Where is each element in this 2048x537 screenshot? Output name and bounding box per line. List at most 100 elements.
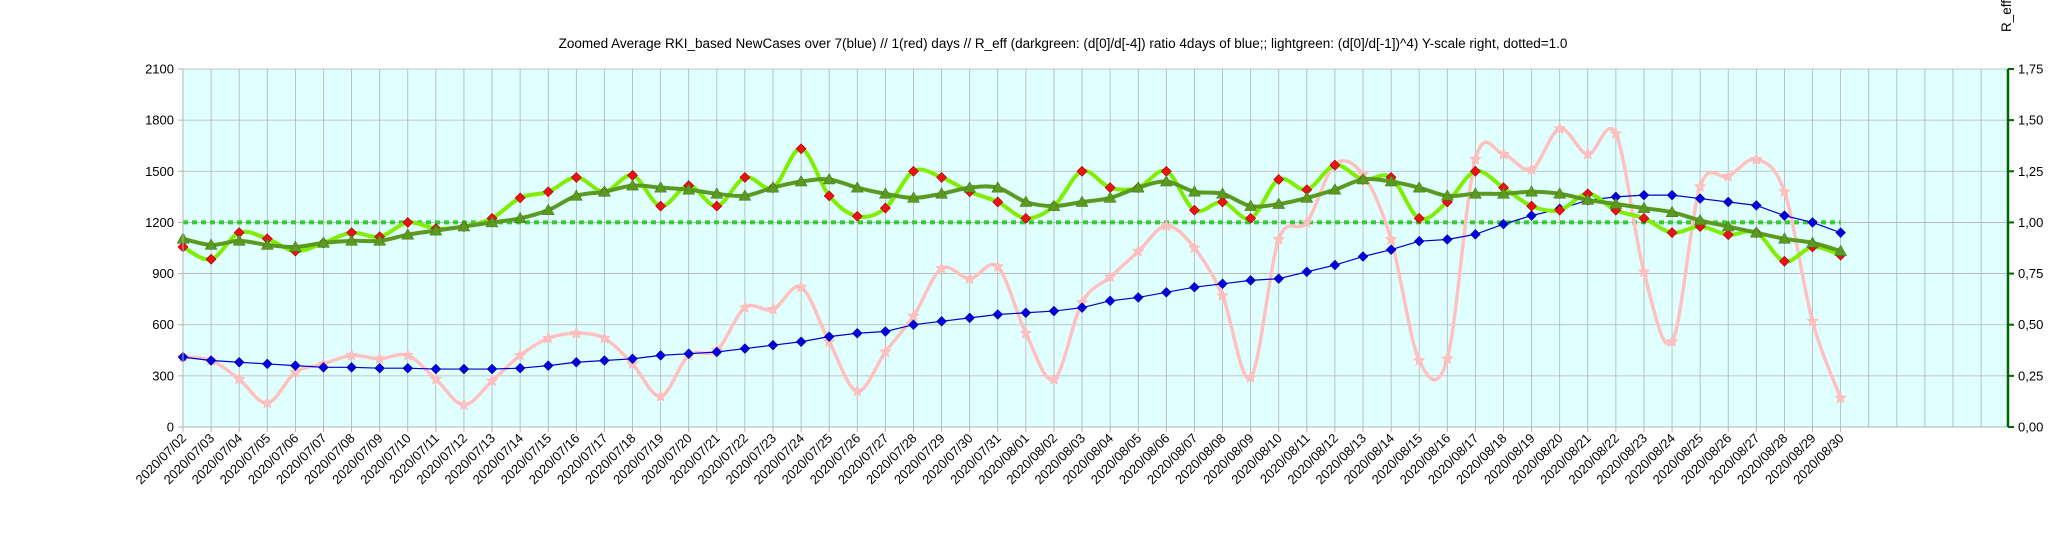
data-point <box>1637 201 1651 213</box>
data-point <box>627 353 638 365</box>
data-point <box>1526 210 1537 221</box>
data-point <box>486 363 498 375</box>
data-point <box>542 186 554 198</box>
data-point <box>204 238 218 250</box>
data-point <box>1412 181 1426 193</box>
data-point <box>1693 213 1707 226</box>
y2-tick-label: 1,50 <box>2018 113 2043 128</box>
data-point <box>1189 281 1200 293</box>
data-point <box>1722 196 1734 208</box>
data-point <box>288 240 302 252</box>
data-point <box>879 345 892 358</box>
data-point <box>569 189 583 201</box>
data-point <box>317 236 330 248</box>
data-point <box>1750 200 1762 211</box>
data-point <box>738 301 752 314</box>
data-point <box>1609 127 1623 140</box>
data-point <box>1721 220 1735 232</box>
data-point <box>1441 234 1453 245</box>
data-point <box>1245 212 1257 224</box>
data-point <box>401 228 415 240</box>
data-point <box>991 181 1005 193</box>
data-point <box>1047 199 1061 211</box>
data-point <box>1019 195 1033 207</box>
data-point <box>1103 191 1117 203</box>
data-point <box>1048 305 1060 317</box>
data-point <box>1301 266 1313 278</box>
y-tick-label: 2100 <box>145 62 174 77</box>
data-point <box>290 360 301 371</box>
data-point <box>457 398 471 411</box>
axes: 0 300 600 900 1200 1500 1800 2100 0,00 0,25 0,50 0,… <box>132 62 2043 488</box>
data-point <box>795 143 807 155</box>
data-point <box>429 224 443 236</box>
y2-tick-label: 0,00 <box>2018 420 2043 435</box>
data-point <box>655 200 667 212</box>
data-point <box>402 362 414 374</box>
data-point <box>1076 165 1088 177</box>
data-point <box>1273 273 1285 285</box>
data-point <box>541 331 555 344</box>
y2-tick-label: 1,25 <box>2018 164 2043 179</box>
data-point <box>1189 204 1200 216</box>
data-point <box>373 234 387 246</box>
y-tick-label: 1800 <box>145 113 174 128</box>
data-point <box>1693 179 1707 193</box>
data-point <box>402 217 414 228</box>
data-point <box>514 362 526 374</box>
data-point <box>260 238 274 250</box>
data-point <box>964 312 976 324</box>
y2-tick-label: 0,75 <box>2018 266 2043 281</box>
data-point <box>879 202 891 214</box>
data-point <box>626 179 639 191</box>
data-point <box>880 326 891 337</box>
data-point <box>1131 181 1145 193</box>
data-point <box>514 192 526 204</box>
data-point <box>1777 232 1791 244</box>
data-point <box>429 372 443 385</box>
data-point <box>232 372 246 385</box>
data-point <box>1834 244 1848 256</box>
data-point <box>1721 169 1735 182</box>
data-point <box>1468 187 1482 199</box>
data-point <box>261 358 273 370</box>
data-point <box>1665 335 1679 348</box>
data-point <box>682 183 696 195</box>
data-point <box>1076 302 1088 314</box>
data-point <box>1835 227 1846 239</box>
data-point <box>936 171 947 183</box>
data-point <box>1244 370 1257 383</box>
data-point <box>345 348 358 361</box>
series-layer <box>176 122 1848 411</box>
data-point <box>513 211 527 224</box>
y-tick-label: 1200 <box>145 215 174 230</box>
data-point <box>654 181 668 193</box>
y-tick-label: 300 <box>152 368 174 383</box>
data-point <box>401 348 415 361</box>
data-point <box>570 326 583 339</box>
data-point <box>1075 195 1089 207</box>
data-point <box>935 261 948 274</box>
data-point <box>1329 259 1341 271</box>
data-point <box>1526 200 1537 212</box>
chart-title: Zoomed Average RKI_based NewCases over 7… <box>559 36 1568 51</box>
data-point <box>457 220 471 232</box>
data-point <box>766 302 780 315</box>
data-point <box>1666 189 1678 201</box>
data-point <box>570 356 582 368</box>
data-point <box>794 280 808 293</box>
y2-tick-label: 1,00 <box>2018 215 2043 230</box>
data-point <box>1666 227 1678 239</box>
data-point <box>570 171 582 183</box>
data-point <box>794 175 808 187</box>
data-point <box>1497 187 1510 199</box>
data-point <box>1131 244 1145 257</box>
data-point <box>1217 196 1228 208</box>
data-point <box>260 396 274 409</box>
data-point <box>232 234 246 246</box>
data-point <box>654 389 667 402</box>
data-point <box>1779 210 1790 221</box>
data-point <box>822 172 836 185</box>
data-point <box>963 272 976 285</box>
